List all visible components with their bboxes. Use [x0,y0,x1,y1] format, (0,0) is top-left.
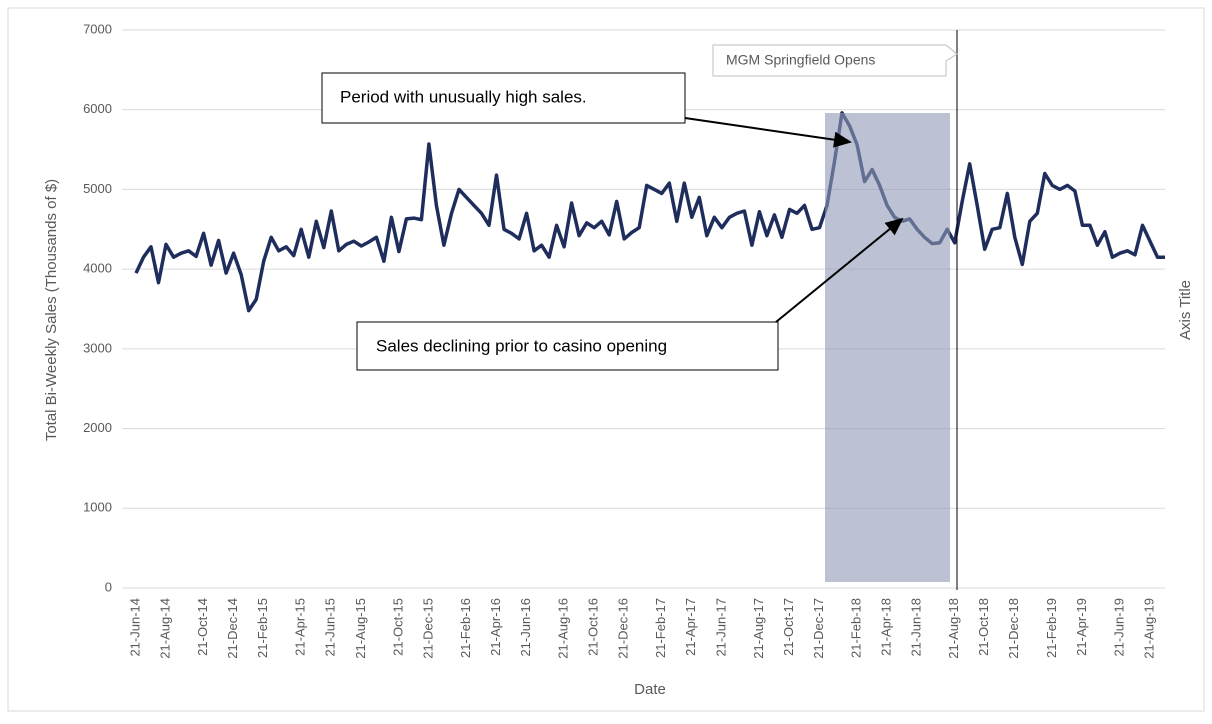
x-tick-label: 21-Oct-16 [586,598,601,656]
y2-axis-title: Axis Title [1177,280,1194,340]
x-tick-label: 21-Oct-14 [195,598,210,656]
x-tick-label: 21-Feb-18 [848,598,863,658]
data-line [134,111,1165,313]
x-tick-label: 21-Jun-15 [323,598,338,657]
y-tick-label: 5000 [83,181,112,196]
x-tick-label: 21-Dec-18 [1006,598,1021,659]
x-tick-label: 21-Feb-19 [1044,598,1059,658]
y-tick-label: 6000 [83,101,112,116]
annotation: Period with unusually high sales. [321,72,686,124]
event-callout: MGM Springfield Opens [712,44,958,77]
x-tick-label: 21-Aug-16 [556,598,571,659]
grid: 0 1000 2000 3000 4000 5000 6000 7000 21-Jun-14 21… [83,21,1165,659]
x-tick-label: 21-Oct-15 [390,598,405,656]
x-axis-title: Date [634,681,666,698]
x-tick-label: 21-Dec-16 [616,598,631,659]
y-axis-title: Total Bi-Weekly Sales (Thousands of $) [43,179,60,441]
x-tick-label: 21-Oct-18 [976,598,991,656]
x-tick-label: 21-Aug-17 [751,598,766,659]
x-tick-label: 21-Feb-15 [255,598,270,658]
callout-box [712,44,958,77]
annotation-text: Period with unusually high sales. [340,87,587,106]
x-tick-label: 21-Apr-15 [293,598,308,656]
annotation-box [356,321,779,371]
y-tick-label: 0 [105,579,112,594]
x-tick-label: 21-Aug-19 [1141,598,1156,659]
x-tick-label: 21-Oct-17 [781,598,796,656]
x-tick-label: 21-Jun-19 [1111,598,1126,657]
x-tick-label: 21-Dec-15 [420,598,435,659]
chart-frame [7,7,1205,712]
x-tick-label: 21-Dec-17 [811,598,826,659]
x-tick-label: 21-Jun-14 [127,598,142,657]
callout-text: MGM Springfield Opens [726,52,875,68]
annotation-arrow [684,117,852,148]
x-tick-label: 21-Jun-18 [909,598,924,657]
x-tick-label: 21-Apr-18 [879,598,894,656]
y-tick-label: 4000 [83,261,112,276]
highlight-region [825,113,950,582]
x-tick-label: 21-Apr-17 [683,598,698,656]
annotation-arrow [775,217,904,323]
x-tick-label: 21-Aug-14 [157,598,172,659]
x-tick-label: 21-Aug-18 [946,598,961,659]
annotation-text: Sales declining prior to casino opening [376,336,667,355]
series [134,111,1165,313]
x-tick-label: 21-Feb-16 [458,598,473,658]
y-tick-label: 2000 [83,420,112,435]
y-tick-label: 3000 [83,340,112,355]
x-tick-label: 21-Jun-17 [713,598,728,657]
x-tick-label: 21-Jun-16 [518,598,533,657]
x-tick-label: 21-Dec-14 [225,598,240,659]
x-tick-label: 21-Feb-17 [653,598,668,658]
annotation-box [321,72,686,124]
y-tick-label: 7000 [83,21,112,36]
x-tick-label: 21-Aug-15 [353,598,368,659]
y-tick-label: 1000 [83,500,112,515]
annotation: Sales declining prior to casino opening [356,321,779,371]
x-tick-label: 21-Apr-16 [488,598,503,656]
x-tick-label: 21-Apr-19 [1074,598,1089,656]
